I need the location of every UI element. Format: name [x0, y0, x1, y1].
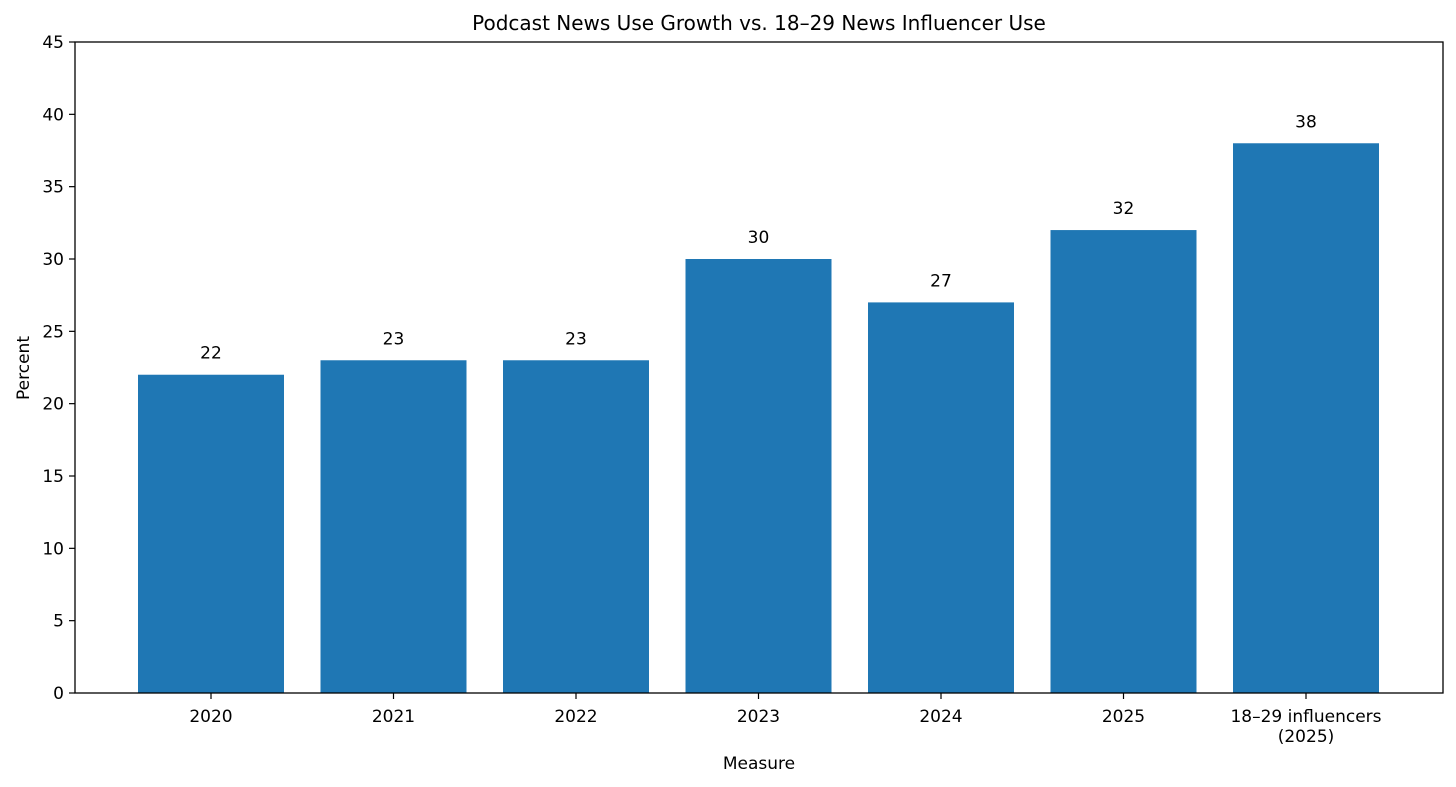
x-tick-label-4: 2024 [919, 707, 962, 727]
bar-value-label-4: 27 [930, 271, 952, 291]
bar-4 [868, 302, 1014, 693]
bar-2 [503, 360, 649, 693]
bar-1 [320, 360, 467, 693]
bar-value-label-5: 32 [1113, 199, 1135, 219]
bar-value-label-3: 30 [748, 228, 770, 248]
y-tick-label-2: 10 [42, 539, 64, 559]
bar-value-label-6: 38 [1295, 112, 1317, 132]
bar-0 [138, 374, 284, 693]
y-tick-label-3: 15 [42, 467, 64, 487]
bar-value-label-2: 23 [565, 329, 587, 349]
x-tick-label-1: 2021 [372, 707, 415, 727]
y-axis-label: Percent [14, 336, 34, 400]
y-tick-label-5: 25 [42, 322, 64, 342]
y-axis: 0 5 10 15 20 25 30 35 40 45 [42, 33, 75, 704]
bar-6 [1233, 143, 1379, 693]
x-tick-label-3: 2023 [737, 707, 780, 727]
bar-value-label-1: 23 [383, 329, 405, 349]
y-tick-label-8: 40 [42, 105, 64, 125]
x-tick-label-0: 2020 [189, 707, 232, 727]
plot-area: 22 23 23 30 27 32 38 [74, 41, 1444, 694]
bar-3 [685, 259, 832, 693]
x-tick-label-2: 2022 [554, 707, 597, 727]
chart-title: Podcast News Use Growth vs. 18–29 News I… [472, 11, 1046, 35]
bar-5 [1050, 230, 1197, 694]
y-tick-label-6: 30 [42, 250, 64, 270]
bar-value-label-0: 22 [200, 344, 222, 364]
x-tick-label-5: 2025 [1102, 707, 1145, 727]
x-axis: 2020 2021 2022 2023 2024 2025 18–29 influencer… [189, 693, 1382, 747]
x-axis-label: Measure [723, 754, 795, 774]
y-tick-label-7: 35 [42, 178, 64, 198]
y-tick-label-1: 5 [53, 612, 64, 632]
y-tick-label-0: 0 [53, 684, 64, 704]
x-tick-label-6: 18–29 influencers (2025) [1230, 707, 1381, 747]
y-tick-label-9: 45 [42, 33, 64, 53]
y-tick-label-4: 20 [42, 395, 64, 415]
